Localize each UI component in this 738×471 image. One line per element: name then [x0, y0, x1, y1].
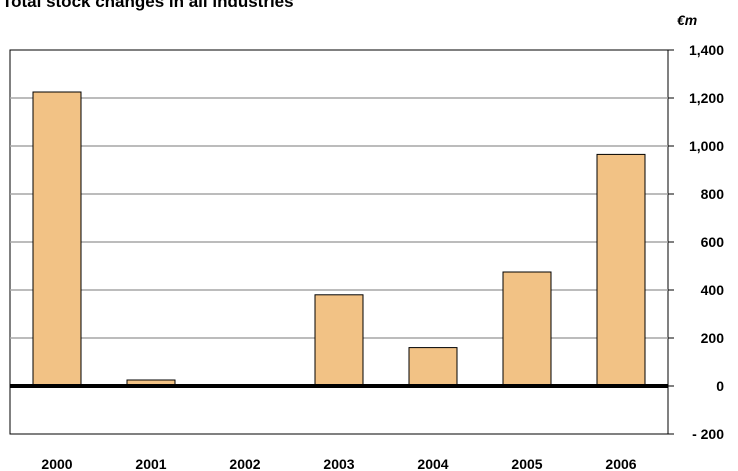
y-tick-label: 600 — [701, 234, 725, 250]
y-tick-label: 1,200 — [689, 90, 724, 106]
y-tick-label: 0 — [716, 378, 724, 394]
y-axis-tick-labels: 1,400 1,200 1,000 800 600 400 200 0 - 200 — [689, 42, 724, 442]
x-tick-label: 2001 — [135, 456, 166, 471]
bar-2000 — [32, 91, 82, 387]
x-tick-label: 2006 — [605, 456, 636, 471]
y-tick-label: 1,000 — [689, 138, 724, 154]
y-axis-unit-label: €m — [677, 12, 698, 28]
y-tick-label: 1,400 — [689, 42, 724, 58]
chart-title: Total stock changes in all industries — [2, 0, 294, 11]
bar-2003 — [314, 294, 364, 387]
x-tick-label: 2002 — [229, 456, 260, 471]
x-tick-label: 2000 — [41, 456, 72, 471]
y-axis-ticks — [668, 49, 674, 435]
y-tick-label: - 200 — [692, 426, 724, 442]
x-tick-label: 2005 — [511, 456, 542, 471]
bar-2006 — [596, 153, 646, 387]
bar-2004 — [408, 347, 458, 387]
y-tick-label: 400 — [701, 282, 725, 298]
x-tick-label: 2003 — [323, 456, 354, 471]
bars — [32, 91, 646, 387]
x-axis-tick-labels: 2000 2001 2002 2003 2004 2005 2006 — [41, 456, 636, 471]
y-tick-label: 800 — [701, 186, 725, 202]
bar-2005 — [502, 271, 552, 387]
x-tick-label: 2004 — [417, 456, 448, 471]
y-tick-label: 200 — [701, 330, 725, 346]
